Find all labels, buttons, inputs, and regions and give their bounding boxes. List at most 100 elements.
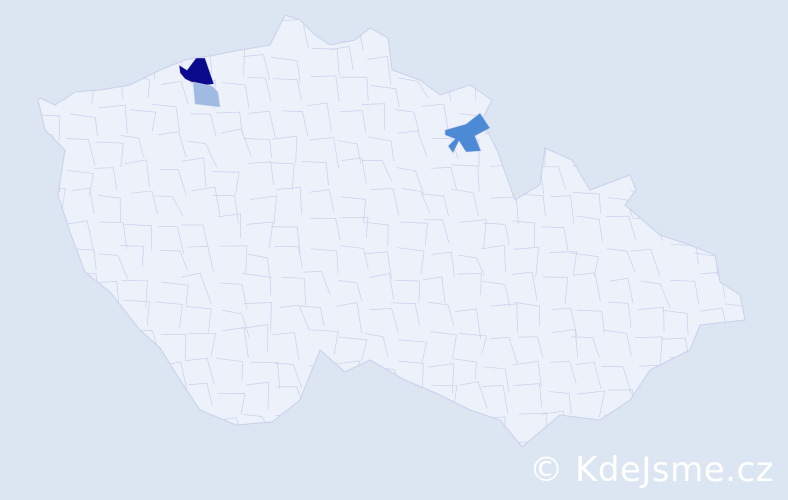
district-border [215,23,244,51]
district-border [279,304,310,331]
district-border [727,390,745,414]
district-border [219,245,248,274]
district-border [666,25,691,53]
district-border [630,248,661,276]
district-border [189,413,213,439]
district-border [181,224,208,246]
district-border [310,248,339,274]
district-border [722,47,745,78]
district-border [640,280,671,309]
district-highlight-medium[interactable] [444,112,491,154]
district-border [275,412,304,441]
district-border [421,193,449,217]
district-border [246,221,274,248]
district-border [483,222,510,246]
district-border [401,188,431,214]
district-border [760,394,787,417]
district-border [551,307,578,337]
district-border [514,302,541,326]
district-border [38,274,59,305]
district-border [694,82,726,109]
district-border [191,442,218,447]
district-border [515,85,544,109]
district-border [270,226,301,255]
district-border [281,110,309,136]
district-border [458,254,485,276]
district-border [428,363,455,395]
district-border [101,416,130,445]
district-border [398,77,429,99]
district-border [40,224,64,249]
district-border [160,386,184,412]
district-border [724,195,745,224]
district-border [549,251,578,276]
district-border [338,280,363,303]
district-border [480,446,507,447]
district-border [758,56,787,81]
district-border [158,226,185,254]
district-border [484,366,510,393]
district-highlight-high[interactable] [178,57,215,87]
district-border [451,358,477,379]
district-border [367,383,393,408]
district-border [512,383,543,408]
district-border [274,439,304,447]
district-border [547,87,576,113]
district-border [730,133,745,161]
district-border [124,159,150,188]
district-border [570,252,599,277]
district-border [38,162,61,192]
district-border [609,277,634,304]
district-border [128,413,156,440]
district-border [694,58,725,85]
district-border [511,360,542,387]
district-border [247,76,272,102]
district-border [70,54,99,78]
district-border [129,109,157,132]
district-border [338,336,368,363]
district-border [729,330,745,359]
district-border [99,22,128,44]
district-border [363,408,389,438]
district-border [690,28,717,50]
district-border [669,356,698,383]
district-border [420,445,450,447]
district-border [690,160,720,188]
district-border [542,276,568,304]
district-border [427,301,455,326]
district-border [431,137,459,159]
district-border [518,193,546,216]
district-border [487,21,512,50]
district-border [271,332,300,360]
district-border [121,444,145,447]
district-border [659,81,689,109]
district-border [401,22,429,48]
district-border [751,226,776,249]
district-border [369,273,395,300]
district-border [275,363,303,389]
district-border [607,301,632,328]
district-border [71,187,95,215]
district-highlight-low[interactable] [192,81,221,108]
district-border [159,417,184,439]
district-border [69,113,98,137]
district-border [221,327,249,358]
district-border [521,47,545,69]
district-border [636,135,664,164]
district-border [67,303,93,331]
district-border [38,55,61,81]
district-border [699,224,727,249]
district-border [310,75,340,102]
district-border [299,305,325,327]
district-border [242,54,271,81]
district-border [511,271,538,302]
district-border [637,306,665,333]
district-border [544,48,574,76]
district-border [221,82,250,109]
district-border [248,161,274,186]
district-border [390,391,422,413]
district-border [66,138,96,167]
district-border [309,136,340,169]
district-border [310,329,339,355]
district-border [603,329,632,357]
